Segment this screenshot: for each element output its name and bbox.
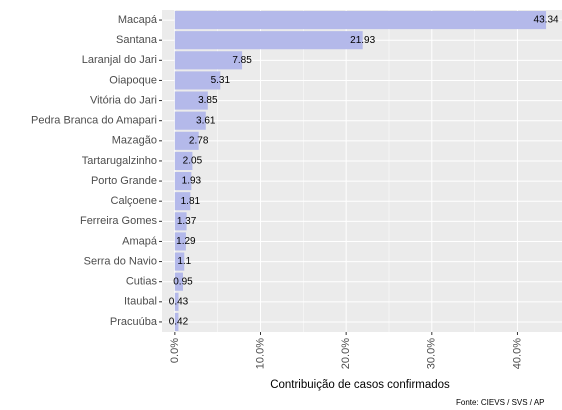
value-label: 1.37 [177, 216, 197, 227]
value-label: 2.05 [183, 156, 203, 167]
y-tick-label: Itaubal [124, 296, 157, 308]
x-tick-label: 20.0% [340, 338, 352, 369]
x-axis-title: Contribuição de casos confirmados [270, 379, 450, 391]
y-tick-label: Laranjal do Jari [82, 54, 157, 66]
bar [174, 151, 193, 170]
bar [174, 11, 547, 30]
y-tick-label: Mazagão [112, 135, 157, 147]
value-label: 1.81 [181, 196, 201, 207]
y-tick-label: Porto Grande [91, 175, 157, 187]
y-tick-label: Ferreira Gomes [80, 215, 158, 227]
value-label: 0.43 [169, 296, 189, 307]
y-tick-label: Pedra Branca do Amapari [31, 115, 157, 127]
bar [174, 172, 192, 191]
x-tick-label: 10.0% [254, 338, 266, 369]
bar [174, 192, 191, 211]
value-label: 43.34 [534, 15, 559, 26]
x-tick-label: 30.0% [426, 338, 438, 369]
y-tick-label: Calçoene [111, 195, 157, 207]
value-label: 1.93 [182, 176, 202, 187]
bar [174, 31, 363, 50]
value-label: 0.95 [173, 276, 193, 287]
y-tick-label: Pracuúba [110, 316, 158, 328]
value-label: 2.78 [189, 135, 209, 146]
value-label: 3.61 [196, 115, 216, 126]
x-tick-label: 0.0% [169, 338, 181, 363]
bar [174, 292, 179, 311]
y-tick-label: Oiapoque [109, 74, 157, 86]
bar [174, 91, 208, 110]
y-tick-label: Tartarugalzinho [82, 155, 157, 167]
bar [174, 272, 183, 291]
y-tick-label: Serra do Navio [84, 255, 157, 267]
bar [174, 71, 221, 90]
value-label: 5.31 [211, 75, 231, 86]
bar [174, 212, 187, 231]
bar [174, 131, 199, 150]
value-label: 21.93 [350, 35, 375, 46]
bar [174, 312, 179, 331]
value-label: 1.1 [177, 256, 191, 267]
y-tick-label: Amapá [122, 235, 158, 247]
bar [174, 51, 243, 70]
x-tick-label: 40.0% [511, 338, 523, 369]
value-label: 0.42 [169, 317, 189, 328]
y-tick-label: Vitória do Jari [90, 94, 157, 106]
bar [174, 232, 186, 251]
y-tick-label: Santana [116, 34, 158, 46]
bar [174, 252, 185, 271]
value-label: 1.29 [176, 236, 196, 247]
y-tick-label: Cutias [126, 276, 158, 288]
value-label: 7.85 [232, 55, 252, 66]
value-label: 3.85 [198, 95, 218, 106]
y-tick-label: Macapá [118, 14, 158, 26]
caption: Fonte: CIEVS / SVS / AP [456, 398, 544, 407]
bar [174, 111, 206, 130]
